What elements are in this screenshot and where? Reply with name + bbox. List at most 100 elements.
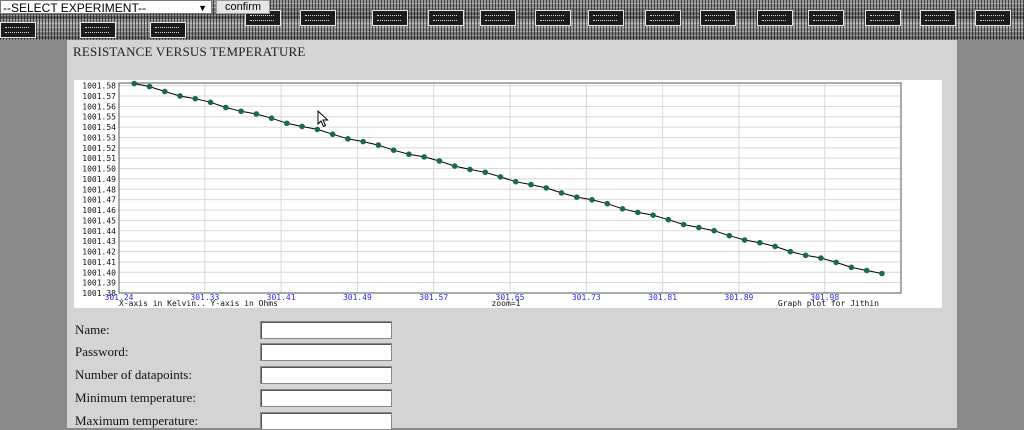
plot-frame [118, 82, 902, 294]
form-input-field[interactable] [260, 366, 392, 384]
y-tick-label: 1001.48 [82, 185, 116, 194]
page-title: RESISTANCE VERSUS TEMPERATURE [73, 44, 306, 59]
y-tick-label: 1001.55 [82, 113, 116, 122]
data-point [238, 108, 244, 115]
main-panel: RESISTANCE VERSUS TEMPERATURE 1001.38 100… [67, 40, 957, 430]
data-point [818, 255, 824, 261]
x-axis-ticks: 301.24 301.33 301.41 301.49 301.57 301.65 301.… [105, 293, 840, 302]
data-point [619, 206, 626, 212]
chart-grid [118, 83, 901, 294]
form-input-field[interactable] [260, 343, 392, 361]
data-point [833, 259, 839, 266]
data-point [558, 190, 565, 196]
chip-icon [150, 22, 186, 38]
data-point [467, 166, 473, 173]
data-point [192, 95, 199, 102]
data-point [772, 243, 778, 250]
y-tick-label: 1001.58 [82, 82, 116, 91]
confirm-button[interactable]: confirm [216, 0, 270, 14]
data-point [757, 239, 763, 246]
data-point [177, 93, 183, 99]
chart-footer-center: zoom=1 [492, 299, 521, 308]
data-point [284, 120, 290, 127]
chip-icon [865, 10, 901, 26]
x-tick-label: 301.89 [724, 293, 753, 302]
data-point [314, 126, 321, 133]
data-point [665, 216, 672, 223]
y-tick-label: 1001.41 [82, 258, 116, 267]
chip-icon [80, 22, 116, 38]
data-point [512, 178, 519, 185]
form-label: Minimum temperature: [75, 390, 196, 405]
y-tick-label: 1001.53 [82, 133, 116, 142]
chip-icon [588, 10, 624, 26]
x-tick-label: 301.49 [343, 293, 372, 302]
chip-icon [428, 10, 464, 26]
chip-icon [808, 10, 844, 26]
form-label: Maximum temperature: [75, 413, 199, 428]
chip-icon [300, 10, 336, 26]
y-tick-label: 1001.47 [82, 196, 116, 205]
y-tick-label: 1001.38 [82, 289, 116, 298]
data-point [650, 212, 656, 218]
data-point [451, 163, 458, 169]
y-tick-label: 1001.52 [82, 144, 116, 153]
data-point [360, 138, 366, 145]
x-tick-label: 301.57 [419, 293, 448, 302]
mouse-cursor-icon [317, 109, 329, 133]
form-label: Number of datapoints: [75, 367, 192, 382]
data-point [879, 270, 885, 277]
chip-icon [535, 10, 571, 26]
x-tick-label: 301.33 [190, 293, 219, 302]
data-point [375, 142, 382, 148]
form-label: Password: [75, 344, 129, 359]
y-tick-label: 1001.42 [82, 248, 116, 257]
data-point [726, 232, 733, 239]
x-tick-label: 301.65 [496, 293, 525, 302]
form-input-field[interactable] [260, 321, 392, 339]
data-point [345, 136, 351, 142]
data-point [482, 169, 489, 176]
y-tick-label: 1001.44 [82, 227, 116, 236]
y-tick-label: 1001.40 [82, 268, 116, 277]
form-input-field[interactable] [260, 412, 392, 430]
chevron-down-icon: ▼ [198, 3, 207, 13]
data-point [696, 224, 702, 231]
form-label: Name: [75, 322, 110, 337]
data-point [253, 111, 260, 117]
chip-icon [700, 10, 736, 26]
y-tick-label: 1001.54 [82, 123, 116, 132]
y-tick-label: 1001.39 [82, 279, 116, 288]
y-tick-label: 1001.43 [82, 237, 116, 246]
series-points [131, 80, 885, 277]
x-tick-label: 301.73 [572, 293, 601, 302]
data-point [848, 264, 855, 271]
data-point [528, 181, 534, 188]
chip-icon [920, 10, 956, 26]
x-tick-label: 301.81 [648, 293, 677, 302]
experiment-select[interactable]: --SELECT EXPERIMENT-- ▼ [0, 0, 212, 15]
data-point [131, 80, 138, 87]
data-point [299, 123, 305, 130]
data-point [161, 88, 168, 95]
data-point [390, 147, 397, 154]
chart-background [74, 80, 942, 308]
experiment-select-value: --SELECT EXPERIMENT-- [3, 1, 147, 15]
x-tick-label: 301.41 [267, 293, 296, 302]
data-point [207, 99, 214, 106]
chip-icon [480, 10, 516, 26]
data-point [863, 267, 870, 274]
y-tick-label: 1001.50 [82, 165, 116, 174]
y-tick-label: 1001.45 [82, 216, 116, 225]
top-toolbar: --SELECT EXPERIMENT-- ▼ confirm [0, 0, 1024, 40]
chip-icon [645, 10, 681, 26]
chip-icon [372, 10, 408, 26]
chip-icon [757, 10, 793, 26]
data-point [497, 174, 504, 180]
data-point [589, 196, 595, 203]
chip-icon [975, 10, 1011, 26]
form-input-field[interactable] [260, 389, 392, 407]
data-point [223, 104, 229, 111]
data-point [711, 227, 717, 234]
